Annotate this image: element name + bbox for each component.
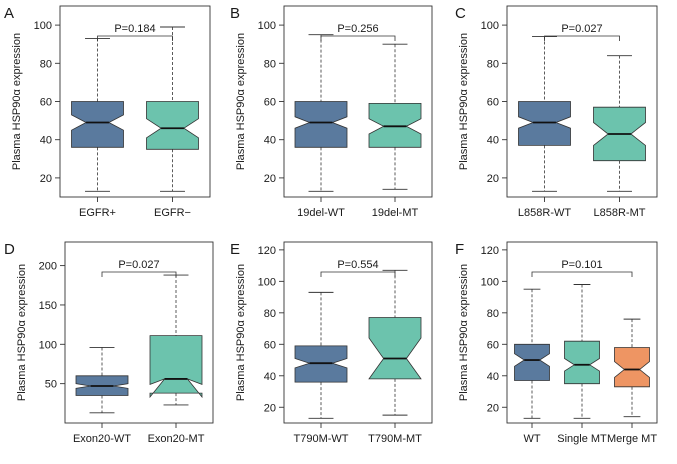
box-l858r-wt [518,101,571,146]
box-egfr- [71,101,124,148]
box-19del-mt [368,103,422,148]
x-tick-label: EGFR+ [79,207,116,219]
x-tick-label: T790M-WT [294,433,349,445]
y-tick-label: 80 [264,308,276,320]
x-tick-label: Exon20-WT [73,433,131,445]
panel-label: E [230,241,240,258]
box-t790m-mt [368,317,422,380]
box-wt [514,343,550,381]
x-tick-label: L858R-MT [594,207,646,219]
y-tick-label: 50 [45,379,57,391]
y-tick-label: 40 [264,371,276,383]
p-value-label: P=0.027 [561,23,602,35]
panel-e: E Plasma HSP90α expression 20 40 60 80 100 120 T… [230,241,433,445]
plot-frame [64,241,214,424]
y-tick-label: 80 [487,308,499,320]
x-tick-label: WT [523,433,540,445]
y-tick-label: 20 [487,402,499,414]
box-exon20-mt [149,335,203,399]
x-tick-label: L858R-WT [518,207,571,219]
p-value-label: P=0.027 [118,259,159,271]
box-egfr- [146,101,199,150]
y-tick-label: 20 [40,173,52,185]
x-tick-label: Merge MT [607,433,657,445]
x-tick-label: Exon20-MT [148,433,205,445]
p-value-label: P=0.101 [561,259,602,271]
panel-label: B [230,5,240,22]
x-tick-label: T790M-MT [368,433,422,445]
x-tick-label: 19del-WT [297,207,345,219]
y-tick-label: 20 [487,173,499,185]
y-tick-label: 80 [487,58,499,70]
y-axis-label: Plasma HSP90α expression [235,264,247,401]
y-tick-label: 60 [40,97,52,109]
x-tick-label: 19del-MT [372,207,419,219]
y-tick-label: 80 [40,58,52,70]
y-tick-label: 120 [258,245,276,257]
y-tick-label: 20 [264,402,276,414]
panel-f: F Plasma HSP90α expression 20 40 60 80 100 120 W… [455,241,658,445]
box-single-mt [564,340,600,385]
y-tick-label: 150 [39,300,57,312]
y-tick-label: 80 [264,58,276,70]
p-value-label: P=0.256 [337,23,378,35]
significance-bracket [101,271,177,277]
y-tick-label: 40 [40,135,52,147]
y-tick-label: 100 [258,276,276,288]
y-axis-label: Plasma HSP90α expression [235,33,247,170]
y-tick-label: 60 [487,339,499,351]
y-tick-label: 40 [264,135,276,147]
p-value-label: P=0.184 [114,23,155,35]
x-tick-label: Single MT [557,433,607,445]
significance-bracket [531,271,633,277]
y-tick-label: 40 [487,135,499,147]
y-tick-label: 200 [39,261,57,273]
y-axis-label: Plasma HSP90α expression [458,33,470,170]
y-tick-label: 100 [481,276,499,288]
x-tick-label: EGFR− [154,207,191,219]
y-tick-label: 40 [487,371,499,383]
significance-bracket [320,271,396,277]
y-tick-label: 100 [34,20,52,32]
y-tick-label: 100 [39,339,57,351]
significance-bracket [320,35,396,41]
y-axis-label: Plasma HSP90α expression [11,33,23,170]
y-tick-label: 100 [258,20,276,32]
plot-frame [283,241,433,424]
y-tick-label: 60 [264,97,276,109]
panel-label: C [455,5,466,22]
panel-label: D [4,241,15,258]
box-19del-wt [294,101,348,148]
panel-a: A Plasma HSP90α expression 20 40 60 80 100 EGFR… [4,5,211,219]
y-tick-label: 60 [487,97,499,109]
significance-bracket [544,35,620,41]
p-value-label: P=0.554 [337,259,378,271]
significance-bracket [97,35,173,41]
panel-label: F [455,241,464,258]
panel-c: C Plasma HSP90α expression 20 40 60 80 100 L858… [455,5,658,219]
y-axis-label: Plasma HSP90α expression [16,264,28,401]
y-tick-label: 20 [264,173,276,185]
y-tick-label: 60 [264,339,276,351]
y-tick-label: 100 [481,20,499,32]
panel-b: B Plasma HSP90α expression 20 40 60 80 100 19de… [230,5,433,219]
box-merge-mt [614,347,650,388]
panel-label: A [4,5,14,22]
y-tick-label: 120 [481,245,499,257]
y-axis-label: Plasma HSP90α expression [458,264,470,401]
